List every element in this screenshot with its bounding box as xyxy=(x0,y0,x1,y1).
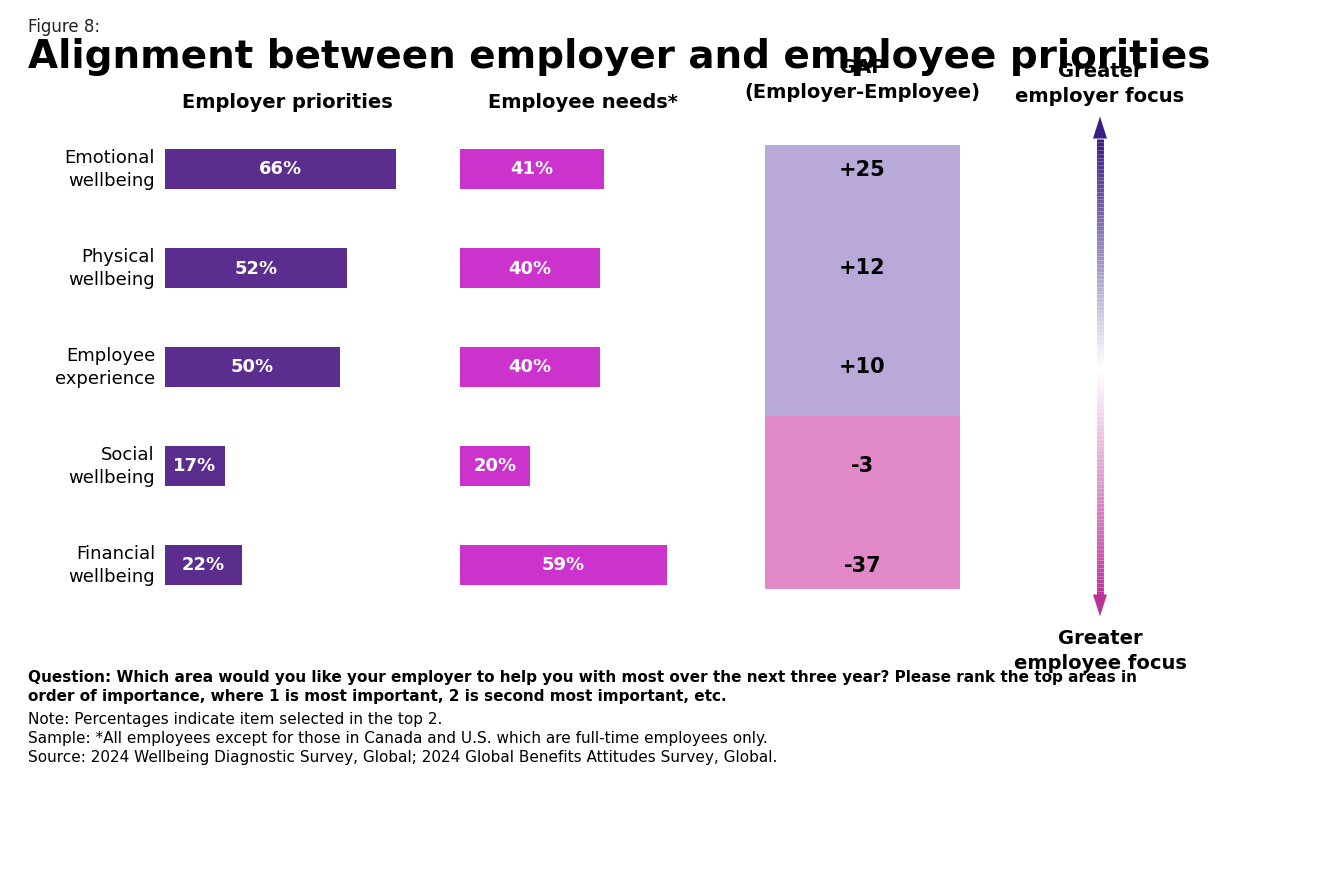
Text: 40%: 40% xyxy=(508,358,552,376)
Text: 40%: 40% xyxy=(508,259,552,277)
Text: Source: 2024 Wellbeing Diagnostic Survey, Global; 2024 Global Benefits Attitudes: Source: 2024 Wellbeing Diagnostic Survey… xyxy=(28,749,777,764)
Text: Employee
experience: Employee experience xyxy=(54,347,155,388)
Text: +25: +25 xyxy=(839,159,886,179)
Polygon shape xyxy=(1093,594,1107,617)
Text: Note: Percentages indicate item selected in the top 2.: Note: Percentages indicate item selected… xyxy=(28,711,443,726)
Text: 22%: 22% xyxy=(182,556,225,574)
Bar xyxy=(460,545,667,585)
Bar xyxy=(164,446,224,486)
Text: Figure 8:: Figure 8: xyxy=(28,18,101,36)
Bar xyxy=(765,145,960,416)
Text: -3: -3 xyxy=(851,456,874,476)
Text: GAP
(Employer-Employee): GAP (Employer-Employee) xyxy=(744,58,980,102)
Text: 50%: 50% xyxy=(231,358,274,376)
Text: 20%: 20% xyxy=(473,457,517,475)
Text: +10: +10 xyxy=(839,357,886,377)
Bar xyxy=(164,545,243,585)
Text: -37: -37 xyxy=(843,555,882,574)
Bar xyxy=(164,249,347,289)
Text: Physical
wellbeing: Physical wellbeing xyxy=(69,249,155,289)
Text: Greater
employee focus: Greater employee focus xyxy=(1013,629,1187,672)
Bar xyxy=(765,416,960,589)
Text: Employer priorities: Employer priorities xyxy=(182,93,392,112)
Text: Question: Which area would you like your employer to help you with most over the: Question: Which area would you like your… xyxy=(28,669,1136,684)
Text: 17%: 17% xyxy=(174,457,216,475)
Text: Sample: *All employees except for those in Canada and U.S. which are full-time e: Sample: *All employees except for those … xyxy=(28,730,768,745)
Bar xyxy=(460,446,530,486)
Text: 66%: 66% xyxy=(259,160,302,178)
Text: 52%: 52% xyxy=(235,259,277,277)
Text: Alignment between employer and employee priorities: Alignment between employer and employee … xyxy=(28,38,1211,76)
Text: +12: +12 xyxy=(839,258,886,278)
Polygon shape xyxy=(1093,117,1107,139)
Text: Greater
employer focus: Greater employer focus xyxy=(1016,63,1184,105)
Text: 41%: 41% xyxy=(511,160,553,178)
Text: 59%: 59% xyxy=(542,556,585,574)
Text: Employee needs*: Employee needs* xyxy=(488,93,678,112)
Text: Social
wellbeing: Social wellbeing xyxy=(69,446,155,486)
Text: order of importance, where 1 is most important, 2 is second most important, etc.: order of importance, where 1 is most imp… xyxy=(28,688,727,703)
Bar xyxy=(164,347,339,387)
Bar xyxy=(460,249,599,289)
Bar xyxy=(460,149,603,189)
Bar xyxy=(460,347,599,387)
Text: Emotional
wellbeing: Emotional wellbeing xyxy=(65,149,155,189)
Text: Financial
wellbeing: Financial wellbeing xyxy=(69,545,155,585)
Bar xyxy=(164,149,396,189)
